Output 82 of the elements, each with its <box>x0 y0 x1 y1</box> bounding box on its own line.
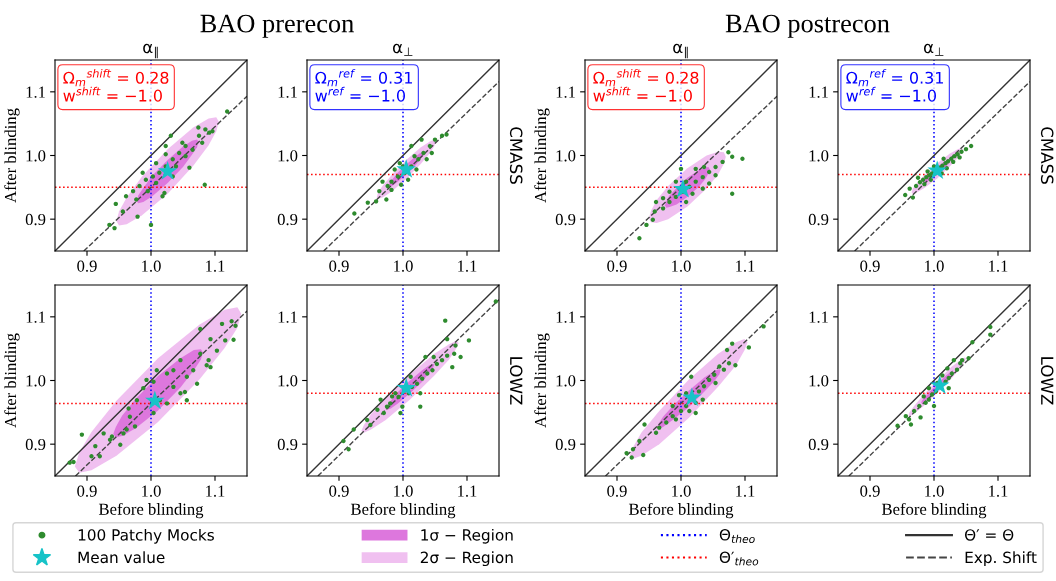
annotation: Ω$_{m}$$^{shift}$ = 0.28 <box>593 68 699 87</box>
y-tick-label: 1.0 <box>556 375 576 387</box>
chart-subtitle: BAO postrecon <box>725 14 890 38</box>
x-axis-title: Before blinding <box>881 502 987 519</box>
y-axis-title: After blinding <box>534 333 550 428</box>
x-tick-label: 1.1 <box>458 485 477 497</box>
x-tick-label: 1.1 <box>989 260 1008 272</box>
x-tick-label: 0.9 <box>77 260 97 272</box>
x-tick-label: 0.9 <box>607 260 627 272</box>
y2-axis-title: LOWZ <box>1040 357 1054 405</box>
y2-axis-title: CMASS <box>509 127 523 184</box>
x-tick-label: 1.0 <box>394 485 413 497</box>
x-tick-label: 1.0 <box>672 260 691 272</box>
x-tick-label: 0.9 <box>329 485 349 497</box>
x-tick-label: 1.1 <box>736 260 755 272</box>
legend-label: 2σ − Region <box>420 551 513 567</box>
y-tick-label: 1.1 <box>26 311 45 323</box>
y-tick-label: 0.9 <box>25 438 46 451</box>
y-axis-title: After blinding <box>534 108 550 203</box>
legend-label: 1σ − Region <box>421 528 513 544</box>
x-tick-label: 0.9 <box>607 485 627 497</box>
annotation: Ω$_{m}$$^{shift}$ = 0.28 <box>63 68 169 87</box>
y-tick-label: 1.1 <box>809 86 828 98</box>
x-axis-title: Before blinding <box>628 502 734 519</box>
x-tick-label: 1.1 <box>458 260 477 272</box>
x-axis-title: Before blinding <box>350 502 456 519</box>
y2-axis-title: CMASS <box>1040 127 1054 184</box>
y-tick-label: 1.0 <box>809 375 829 387</box>
y-tick-label: 1.1 <box>26 86 45 98</box>
y-tick-label: 0.9 <box>555 438 576 451</box>
annotation: w$^{ref}$ = −1.0 <box>315 86 406 102</box>
legend-label: Θ′$_{theo}$ <box>719 551 759 566</box>
y-tick-label: 0.9 <box>277 213 298 226</box>
x-tick-label: 1.1 <box>989 485 1008 497</box>
chart-title: α$_{∥}$ <box>673 43 688 59</box>
x-tick-label: 0.9 <box>860 485 880 497</box>
annotation: w$^{ref}$ = −1.0 <box>846 86 937 102</box>
x-tick-label: 0.9 <box>77 485 97 497</box>
y2-axis-title: LOWZ <box>509 357 523 405</box>
chart-title: α$_{⊥}$ <box>924 43 944 56</box>
y-tick-label: 0.9 <box>25 213 46 226</box>
legend-label: Exp. Shift <box>965 551 1037 567</box>
annotation: Ω$_{m}$$^{ref}$ = 0.31 <box>315 68 412 87</box>
y-axis-title: After blinding <box>4 108 20 203</box>
x-tick-label: 1.0 <box>672 485 691 497</box>
y-tick-label: 1.1 <box>278 86 297 98</box>
y-tick-label: 1.1 <box>556 311 575 323</box>
legend-label: Θ′ = Θ <box>964 529 1014 541</box>
y-tick-label: 1.1 <box>556 86 575 98</box>
y-tick-label: 1.0 <box>809 150 829 162</box>
annotation: w$^{shift}$ = −1.0 <box>593 86 692 102</box>
x-tick-label: 1.0 <box>394 260 413 272</box>
x-tick-label: 1.0 <box>142 485 161 497</box>
chart-title: α$_{⊥}$ <box>393 43 413 56</box>
y-tick-label: 1.1 <box>278 311 297 323</box>
y-tick-label: 1.0 <box>26 375 46 387</box>
y-tick-label: 0.9 <box>555 213 576 226</box>
y-tick-label: 1.0 <box>278 150 298 162</box>
x-tick-label: 1.1 <box>206 485 225 497</box>
legend-label: 100 Patchy Mocks <box>78 528 214 544</box>
x-axis-title: Before blinding <box>98 502 204 519</box>
annotation: Ω$_{m}$$^{ref}$ = 0.31 <box>846 68 943 87</box>
x-tick-label: 1.1 <box>206 260 225 272</box>
x-tick-label: 1.0 <box>142 260 161 272</box>
annotation: w$^{shift}$ = −1.0 <box>63 86 162 102</box>
x-tick-label: 1.0 <box>925 260 944 272</box>
x-tick-label: 0.9 <box>329 260 349 272</box>
y-tick-label: 1.1 <box>809 311 828 323</box>
y-tick-label: 1.0 <box>26 150 46 162</box>
x-tick-label: 1.0 <box>925 485 944 497</box>
y-tick-label: 1.0 <box>278 375 298 387</box>
y-tick-label: 0.9 <box>277 438 298 451</box>
y-tick-label: 0.9 <box>808 438 829 451</box>
legend-label: Θ$_{theo}$ <box>719 529 755 544</box>
y-axis-title: After blinding <box>4 333 20 428</box>
chart-subtitle: BAO prerecon <box>200 14 354 38</box>
y-tick-label: 1.0 <box>556 150 576 162</box>
x-tick-label: 0.9 <box>860 260 880 272</box>
chart-title: α$_{∥}$ <box>143 43 158 59</box>
legend-label: Mean value <box>78 551 165 564</box>
y-tick-label: 0.9 <box>808 213 829 226</box>
x-tick-label: 1.1 <box>736 485 755 497</box>
